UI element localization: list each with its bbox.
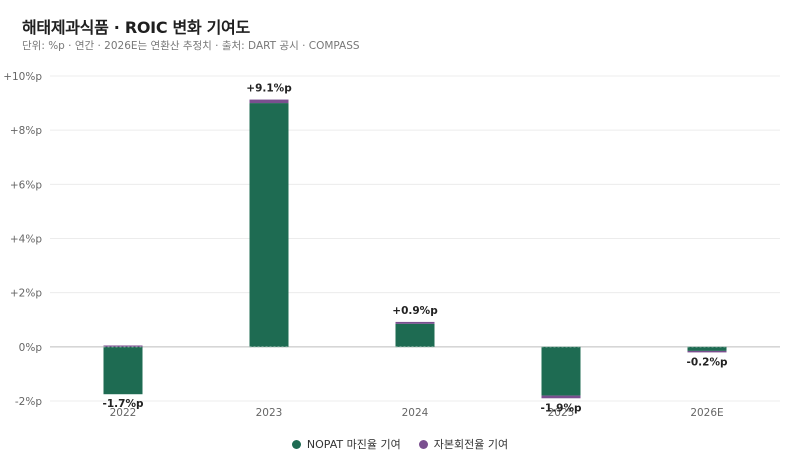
y-tick-label: +6%p — [10, 179, 42, 191]
bar-capital-turnover-2023 — [249, 99, 289, 104]
bar-capital-turnover-2025 — [541, 395, 581, 399]
legend-item-capital-turnover[interactable]: 자본회전율 기여 — [418, 436, 509, 452]
x-tick-label: 2026E — [690, 407, 723, 419]
total-label: -1.7%p — [103, 398, 144, 410]
legend-item-nopat[interactable]: NOPAT 마진율 기여 — [291, 436, 401, 452]
total-label: -1.9%p — [541, 402, 582, 414]
bar-capital-turnover-2024 — [395, 321, 435, 324]
y-tick-label: +4%p — [10, 234, 42, 246]
bar-capital-turnover-2026E — [687, 350, 727, 353]
legend-swatch-nopat — [291, 439, 301, 449]
bar-nopat-2022 — [103, 346, 143, 395]
bar-nopat-2025 — [541, 346, 581, 396]
y-tick-label: +10%p — [3, 71, 42, 83]
x-tick-label: 2024 — [402, 407, 429, 419]
y-tick-label: 0%p — [19, 342, 43, 354]
bar-nopat-2024 — [395, 323, 435, 347]
x-tick-label: 2025 — [548, 407, 575, 419]
chart-title: 해태제과식품 · ROIC 변화 기여도 — [22, 18, 250, 37]
y-tick-label: +2%p — [10, 288, 42, 300]
x-tick-label: 2022 — [110, 407, 137, 419]
x-tick-label: 2023 — [256, 407, 283, 419]
bar-nopat-2023 — [249, 103, 289, 347]
legend-label-capital-turnover: 자본회전율 기여 — [433, 438, 509, 451]
chart-legend: NOPAT 마진율 기여 자본회전율 기여 — [0, 436, 800, 452]
total-label: -0.2%p — [687, 356, 728, 368]
legend-swatch-capital-turnover — [418, 439, 428, 449]
legend-label-nopat: NOPAT 마진율 기여 — [306, 438, 401, 451]
y-tick-label: -2%p — [15, 396, 42, 408]
y-tick-label: +8%p — [10, 125, 42, 137]
total-label: +0.9%p — [392, 305, 438, 317]
chart-subtitle: 단위: %p · 연간 · 2026E는 연환산 추정치 · 출처: DART … — [22, 40, 360, 52]
bar-nopat-2026E — [687, 346, 727, 351]
bar-capital-turnover-2022 — [103, 345, 143, 347]
total-label: +9.1%p — [246, 83, 292, 95]
